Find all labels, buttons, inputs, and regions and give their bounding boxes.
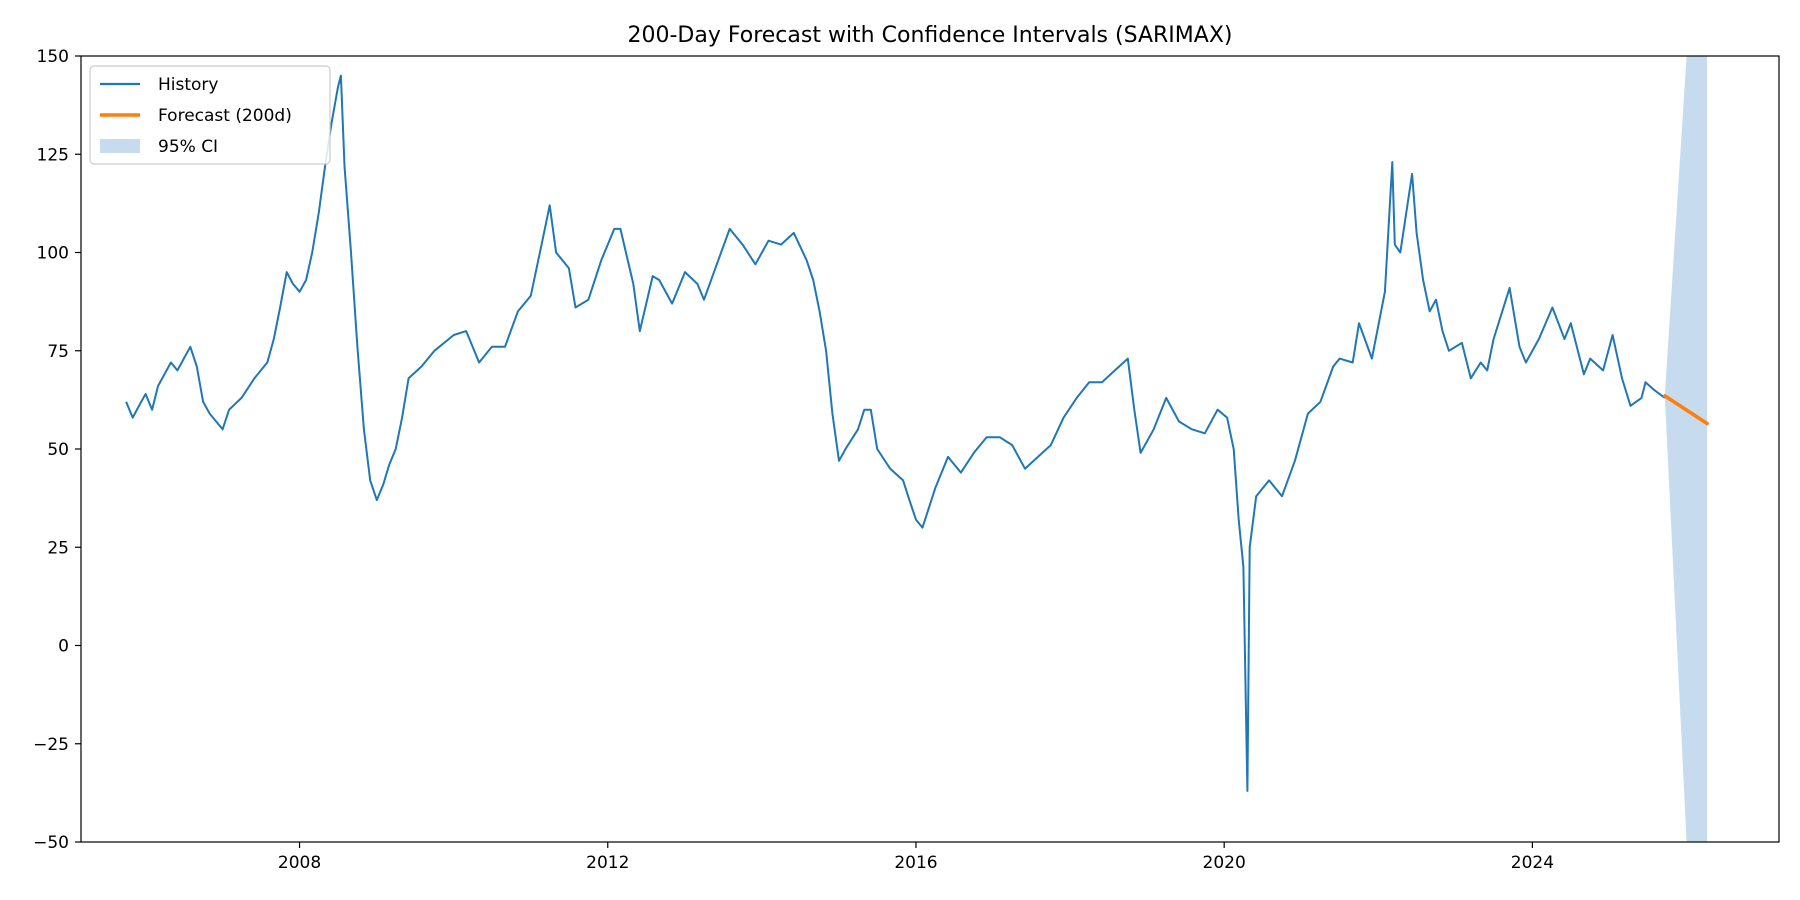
x-tick-label: 2020 — [1203, 853, 1246, 873]
legend-swatch-95-ci — [100, 139, 140, 153]
history-series-line — [125, 74, 1666, 792]
x-tick-label: 2008 — [278, 853, 321, 873]
y-tick-label: −50 — [33, 833, 69, 853]
legend: History Forecast (200d) 95% CI — [89, 65, 331, 165]
y-tick-label: 150 — [37, 47, 69, 67]
plot-frame — [80, 55, 1780, 843]
x-tick-label: 2024 — [1511, 853, 1554, 873]
y-tick-label: −25 — [33, 735, 69, 755]
legend-label-95-ci: 95% CI — [158, 137, 218, 157]
legend-label-history: History — [158, 75, 218, 95]
legend-label-forecast-200d: Forecast (200d) — [158, 106, 292, 126]
plot-area — [125, 56, 1709, 842]
y-tick-label: 75 — [47, 342, 69, 362]
y-tick-label: 25 — [47, 538, 69, 558]
x-tick-label: 2012 — [586, 853, 629, 873]
x-tick-label: 2016 — [894, 853, 937, 873]
y-tick-label: 50 — [47, 440, 69, 460]
axes: 150 125 100 75 50 25 0 −25 −50 2008 2012 2016 2020 20… — [33, 47, 1780, 873]
confidence-band-95 — [1664, 56, 1708, 842]
forecast-series-line — [1663, 394, 1709, 426]
y-tick-label: 100 — [37, 244, 69, 264]
legend-box — [89, 65, 331, 165]
y-tick-label: 125 — [37, 145, 69, 165]
chart-title: 200-Day Forecast with Confidence Interva… — [628, 23, 1233, 48]
y-tick-label: 0 — [58, 637, 69, 657]
